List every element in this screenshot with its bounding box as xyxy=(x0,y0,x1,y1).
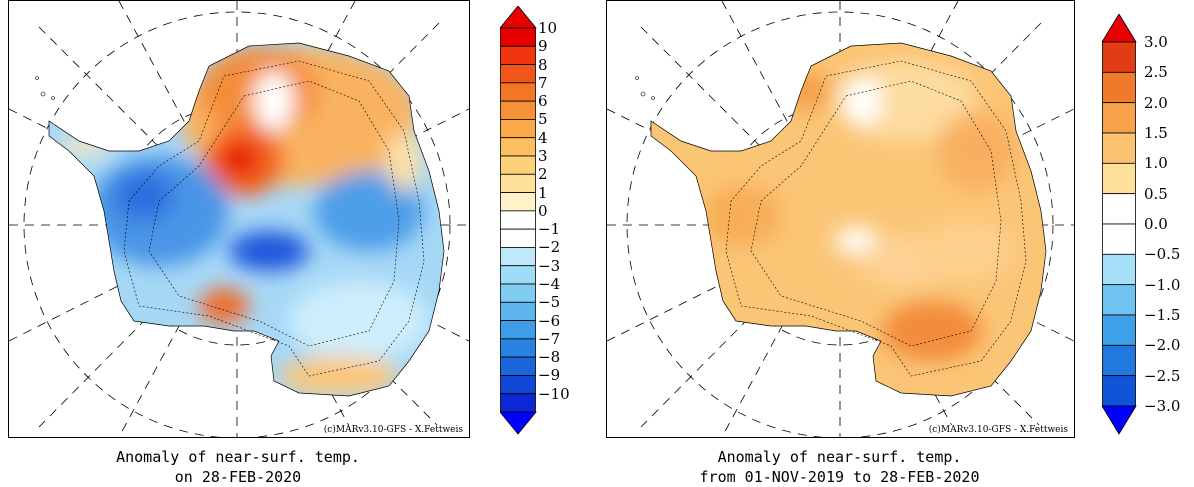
colorbar-tick-label: 2 xyxy=(538,165,548,184)
colorbar-segment xyxy=(1102,253,1136,286)
colorbar-tick-label: 10 xyxy=(538,19,558,37)
colorbar-top-arrow xyxy=(1102,14,1137,43)
colorbar-tick-label: −7 xyxy=(538,329,561,348)
colorbar-segment xyxy=(500,27,536,47)
colorbar-tick-label: −5 xyxy=(538,293,561,312)
islands xyxy=(35,76,55,100)
colorbar-segment xyxy=(1102,375,1136,407)
elevation-contours xyxy=(725,60,1027,377)
colorbar-tick-label: −0.5 xyxy=(1144,245,1181,264)
colorbar-tick-label: −9 xyxy=(538,366,561,385)
colorbar-segment xyxy=(1102,284,1136,316)
colorbar-tick-label: 3 xyxy=(538,147,548,165)
colorbar-segment xyxy=(500,137,536,157)
colorbar-tick-label: −1.5 xyxy=(1144,306,1181,324)
colorbar-segment xyxy=(500,375,536,395)
colorbar-tick-label: −1.0 xyxy=(1144,275,1181,294)
colorbar-bottom-arrow xyxy=(500,411,537,435)
colorbar-segment xyxy=(500,320,536,340)
colorbar-segment xyxy=(500,338,536,358)
colorbar-tick-label: 0.5 xyxy=(1144,184,1168,203)
colorbar-segment xyxy=(500,393,536,413)
colorbar-tick-label: 2.5 xyxy=(1144,63,1168,82)
colorbar-tick-label: 9 xyxy=(538,37,548,56)
colorbar-top-arrow xyxy=(500,6,537,29)
colorbar-tick-label: −4 xyxy=(538,275,561,293)
colorbar-tick-label: −3.0 xyxy=(1144,397,1181,415)
colorbar-tick-label: −3 xyxy=(538,256,561,275)
colorbar-segment xyxy=(500,247,536,267)
colorbar-tick-label: 3.0 xyxy=(1144,33,1168,51)
credit-label: (c)MARv3.10-GFS - X.Fettweis xyxy=(926,425,1070,435)
colorbar-daily xyxy=(500,6,537,435)
daily-anomaly-map: (c)MARv3.10-GFS - X.Fettweis xyxy=(8,0,470,438)
colorbar-bottom-arrow xyxy=(1102,405,1137,435)
coastline xyxy=(48,42,445,397)
caption-line-2: from 01-NOV-2019 to 28-FEB-2020 xyxy=(699,468,980,486)
colorbar-segment xyxy=(500,210,536,230)
colorbar-tick-label: 1 xyxy=(538,183,548,202)
colorbar-segment xyxy=(500,192,536,212)
colorbar-segment xyxy=(500,173,536,193)
colorbar-segment xyxy=(500,45,536,65)
seasonal-anomaly-map: (c)MARv3.10-GFS - X.Fettweis xyxy=(606,0,1075,438)
colorbar-tick-label: 0 xyxy=(538,201,548,220)
antarctica-map-daily xyxy=(9,1,469,437)
caption-line-1: Anomaly of near-surf. temp. xyxy=(717,448,962,466)
colorbar-segment xyxy=(1102,223,1136,255)
colorbar-segment xyxy=(500,265,536,285)
colorbar-segment xyxy=(500,283,536,303)
colorbar-segment xyxy=(500,155,536,175)
antarctica-map-seasonal xyxy=(607,1,1074,437)
colorbar-segment xyxy=(500,301,536,321)
colorbar-tick-label: 2.0 xyxy=(1144,93,1168,112)
colorbar-tick-label: 1.0 xyxy=(1144,154,1168,173)
colorbar-tick-label: −8 xyxy=(538,348,561,367)
colorbar-segment xyxy=(1102,41,1136,73)
colorbar-segment xyxy=(1102,71,1136,104)
colorbar-segment xyxy=(500,119,536,139)
colorbar-tick-label: 8 xyxy=(538,55,548,74)
caption-line-2: on 28-FEB-2020 xyxy=(174,468,302,486)
islands xyxy=(635,76,655,100)
colorbar-seasonal xyxy=(1102,14,1137,435)
caption-daily: Anomaly of near-surf. temp. on 28-FEB-20… xyxy=(8,447,468,487)
colorbar-tick-label: −2.5 xyxy=(1144,366,1181,385)
colorbar-segment xyxy=(1102,102,1136,134)
colorbar-tick-label: −6 xyxy=(538,311,561,330)
colorbar-segment xyxy=(500,64,536,84)
caption-seasonal: Anomaly of near-surf. temp. from 01-NOV-… xyxy=(606,447,1073,487)
colorbar-segment xyxy=(1102,162,1136,195)
colorbar-tick-label: 5 xyxy=(538,110,548,129)
colorbar-segment xyxy=(500,100,536,120)
colorbar-tick-label: 6 xyxy=(538,92,548,111)
caption-line-1: Anomaly of near-surf. temp. xyxy=(116,448,360,466)
colorbar-tick-label: 0.0 xyxy=(1144,215,1168,233)
colorbar-segment xyxy=(500,82,536,102)
colorbar-segment xyxy=(1102,132,1136,164)
colorbar-tick-label: −2.0 xyxy=(1144,336,1181,355)
colorbar-tick-label: 1.5 xyxy=(1144,124,1168,142)
colorbar-tick-label: −1 xyxy=(538,220,561,239)
temperature-field-seasonal xyxy=(651,43,1046,396)
colorbar-segment xyxy=(1102,193,1136,225)
colorbar-tick-label: 4 xyxy=(538,128,548,147)
colorbar-segment xyxy=(1102,314,1136,346)
elevation-contours xyxy=(123,60,425,377)
colorbar-tick-label: −2 xyxy=(538,238,561,257)
colorbar-segment xyxy=(1102,344,1136,377)
colorbar-tick-label: −10 xyxy=(538,384,570,403)
credit-label: (c)MARv3.10-GFS - X.Fettweis xyxy=(321,425,465,435)
colorbar-segment xyxy=(500,228,536,248)
colorbar-tick-label: 7 xyxy=(538,73,548,92)
coastline xyxy=(650,42,1047,397)
colorbar-segment xyxy=(500,356,536,376)
